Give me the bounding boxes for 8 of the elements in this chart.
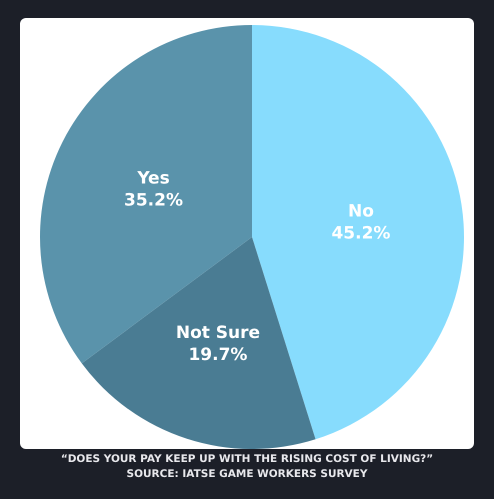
data-label: 35.2%: [124, 190, 184, 210]
slice-label: Not Sure: [176, 322, 260, 343]
slice-label: Yes: [136, 168, 170, 188]
data-label: 45.2%: [331, 223, 390, 244]
pie-slice: [82, 237, 316, 449]
slice-label: No: [348, 201, 374, 222]
text: “DOES YOUR PAY KEEP UP WITH THE RISING COST OF LIVING?” SOURCE: IATSE GAME WORKERS SURVEY: [60, 452, 434, 482]
data-label: 19.7%: [188, 344, 248, 365]
